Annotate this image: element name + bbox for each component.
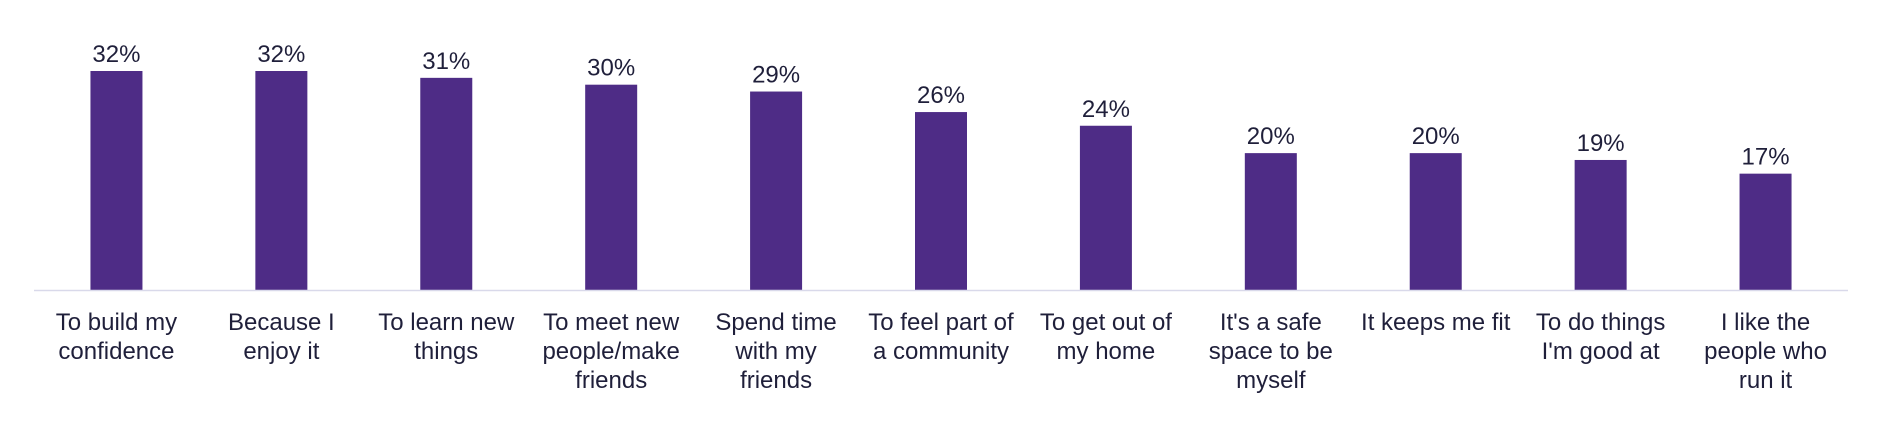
data-label-8: 20% bbox=[1247, 123, 1295, 150]
bar-11 bbox=[1739, 173, 1792, 290]
data-label-6: 26% bbox=[917, 82, 965, 109]
bar-1 bbox=[90, 71, 143, 290]
data-label-2: 32% bbox=[257, 41, 305, 68]
category-label-5: Spend time with my friends bbox=[715, 309, 836, 394]
bar-5 bbox=[750, 91, 803, 290]
bar-9 bbox=[1409, 153, 1462, 290]
bar-8 bbox=[1244, 153, 1297, 290]
category-label-3: To learn new things bbox=[378, 309, 515, 365]
category-label-8: It's a safe space to be myself bbox=[1209, 309, 1333, 394]
bar-3 bbox=[420, 77, 473, 290]
data-label-10: 19% bbox=[1577, 130, 1625, 157]
data-label-1: 32% bbox=[92, 41, 140, 68]
bar-2 bbox=[255, 71, 308, 290]
bar-10 bbox=[1574, 159, 1627, 290]
data-label-9: 20% bbox=[1412, 123, 1460, 150]
value-labels-group: 32% 32% 31% 30% 29% 26% 24% 20% 20% 19% 17% bbox=[92, 41, 1789, 171]
data-label-4: 30% bbox=[587, 55, 635, 82]
category-label-1: To build my confidence bbox=[56, 309, 177, 365]
category-label-4: To meet new people/make friends bbox=[542, 309, 679, 394]
category-label-10: To do things I'm good at bbox=[1536, 309, 1665, 365]
data-label-5: 29% bbox=[752, 62, 800, 89]
bar-7 bbox=[1079, 125, 1132, 290]
category-label-7: To get out of my home bbox=[1040, 309, 1172, 365]
bars-group bbox=[90, 71, 1792, 290]
bar-6 bbox=[915, 112, 967, 290]
category-label-9: It keeps me fit bbox=[1361, 309, 1511, 336]
data-label-7: 24% bbox=[1082, 96, 1130, 123]
data-label-11: 17% bbox=[1742, 144, 1790, 171]
category-label-6: To feel part of a community bbox=[868, 309, 1014, 365]
data-label-3: 31% bbox=[422, 48, 470, 75]
bar-4 bbox=[585, 84, 638, 290]
category-label-11: I like the people who run it bbox=[1704, 309, 1827, 394]
